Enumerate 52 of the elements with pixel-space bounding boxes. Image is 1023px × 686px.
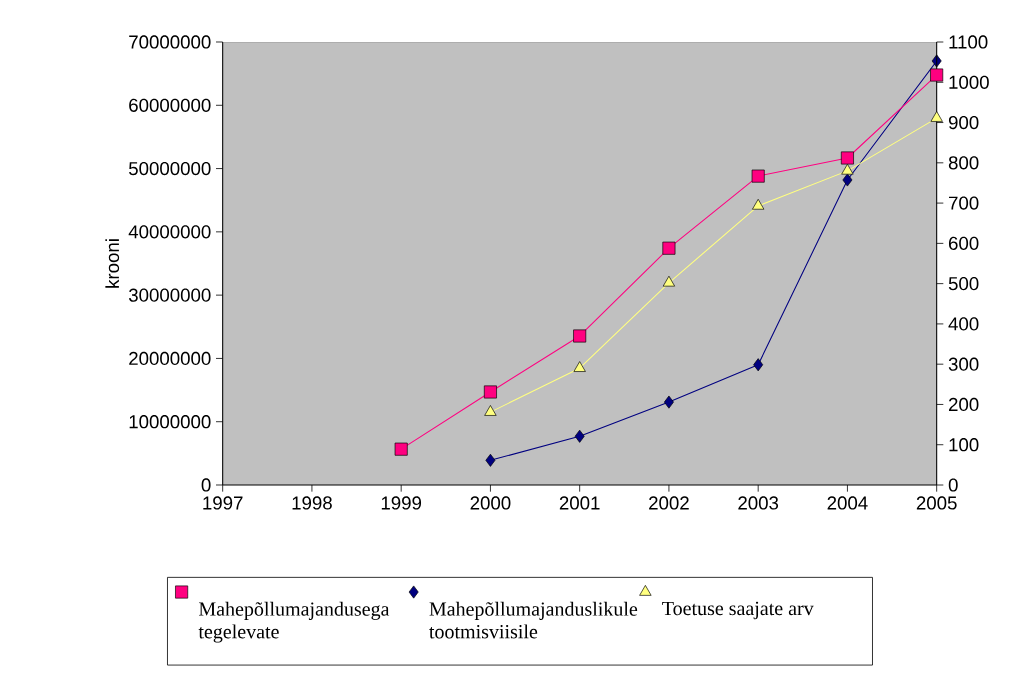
y2-tick-label: 100 — [949, 438, 979, 452]
point — [842, 173, 853, 187]
legend-label: Mahepõllumajandusega tegelevate — [198, 601, 390, 643]
x-tick-label: 2004 — [827, 496, 868, 510]
x-tick-label: 1997 — [203, 496, 243, 510]
legend-label: Mahepõllumajanduslikule tootmisviisile — [429, 601, 638, 639]
y2-tick-label: 500 — [948, 277, 979, 291]
y-tick-label: 20000000 — [129, 351, 211, 366]
point — [573, 361, 586, 372]
y-tick-label: 30000000 — [128, 288, 211, 302]
y-tick-label: 40000000 — [128, 225, 211, 239]
point — [931, 54, 942, 68]
x-tick-label: 2000 — [470, 496, 511, 510]
y-axis-title: krooni — [105, 239, 120, 288]
x-tick-label: 1999 — [381, 496, 422, 510]
x-tick-label: 1998 — [292, 496, 332, 510]
point — [930, 111, 943, 122]
y-tick-label: 50000000 — [128, 161, 211, 176]
legend-label: Toetuse saajate arv — [662, 601, 814, 620]
point — [840, 151, 854, 165]
y2-tick-label: 0 — [948, 478, 958, 492]
y2-tick-label: 1000 — [949, 75, 989, 89]
y-tick-label: 70000000 — [129, 35, 211, 49]
point — [662, 241, 676, 255]
point — [485, 453, 496, 467]
x-tick-label: 2003 — [738, 496, 779, 510]
x-tick-label: 2001 — [559, 496, 600, 510]
x-tick-label: 2005 — [916, 496, 957, 510]
y2-tick-label: 200 — [949, 397, 979, 412]
y-tick-label: 0 — [201, 478, 211, 492]
y2-tick-label: 400 — [948, 317, 979, 331]
y2-tick-label: 1100 — [949, 35, 988, 49]
point — [573, 329, 587, 343]
point — [841, 163, 854, 175]
point — [483, 385, 497, 399]
point — [751, 169, 765, 183]
y2-tick-label: 700 — [949, 196, 979, 210]
point — [394, 442, 408, 456]
y-tick-label: 10000000 — [129, 415, 211, 429]
y-tick-label: 60000000 — [129, 98, 211, 112]
point — [662, 275, 676, 287]
point — [752, 198, 765, 210]
point — [484, 405, 497, 416]
y2-tick-label: 800 — [948, 156, 979, 170]
y2-tick-label: 900 — [948, 115, 979, 130]
point — [574, 429, 585, 443]
point — [753, 358, 764, 372]
y2-tick-label: 300 — [948, 357, 979, 371]
point — [663, 395, 674, 409]
point — [930, 68, 944, 82]
x-tick-label: 2002 — [649, 496, 689, 510]
y2-tick-label: 600 — [949, 236, 979, 250]
